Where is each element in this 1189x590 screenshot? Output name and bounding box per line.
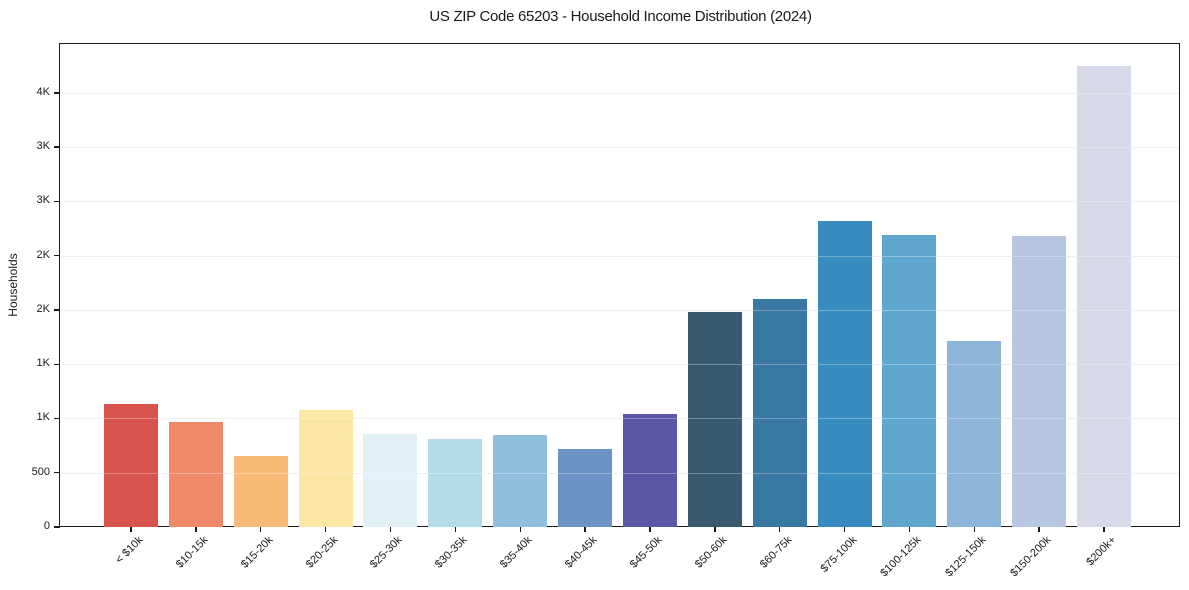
chart-title: US ZIP Code 65203 - Household Income Dis… [429,8,812,25]
gridline [61,255,1179,257]
bar-200k [1077,66,1132,527]
bar-20-25k [298,410,353,527]
gridline-overlay [61,364,1179,366]
gridline [61,309,1179,311]
x-axis-tick [195,527,197,532]
x-axis-tick [843,527,846,532]
bar-40-45k [558,449,613,527]
gridline-overlay [61,309,1179,311]
x-axis-tick [324,527,327,532]
bar-15-20k [233,456,288,527]
gridline-overlay [61,201,1179,203]
y-axis-tick [54,200,60,203]
bar-35-40k [493,435,548,527]
gridline [61,92,1179,94]
y-tick-label: 2K [36,248,50,261]
bar-100-125k [882,235,937,527]
bar-25-30k [363,434,418,527]
gridline-overlay [61,147,1179,149]
bar-125-150k [947,340,1002,527]
y-tick-label: 3K [36,140,50,153]
gridline-overlay [61,92,1179,94]
y-axis-tick [54,92,60,94]
x-axis-tick [1103,527,1105,532]
bar-10-15k [168,422,223,527]
x-axis-tick [260,527,262,532]
gridline [61,472,1179,474]
y-tick-label: 2K [36,302,50,315]
x-axis-tick [130,527,132,532]
y-axis-tick [54,146,60,148]
y-axis-tick [54,254,60,257]
x-axis-tick [973,527,975,532]
gridline-overlay [61,255,1179,257]
gridline-overlay [61,472,1179,474]
x-axis-tick [1038,527,1040,532]
x-axis-tick [714,527,716,532]
gridline [61,147,1179,149]
y-tick-label: 1K [36,357,50,370]
x-axis-tick [584,527,586,532]
y-axis-tick [54,526,60,528]
bar-45-50k [622,414,677,527]
y-tick-label: 4K [36,85,50,98]
y-tick-label: 0 [43,520,50,532]
y-axis-tick [54,417,60,420]
gridline [61,418,1179,420]
y-axis-tick [54,309,60,311]
y-axis-tick [54,363,60,365]
y-tick-label: 500 [31,465,50,478]
bar-50-60k [687,312,742,527]
x-axis-tick [779,527,781,532]
x-axis-tick [454,527,457,532]
x-axis-tick [649,527,651,532]
y-tick-label: 1K [36,411,50,424]
x-tick-label: < $10k [113,534,146,567]
x-axis-tick [519,527,521,532]
gridline-overlay [61,418,1179,420]
bar-75-100k [817,220,872,527]
y-tick-label: 3K [36,194,50,207]
x-axis-tick [389,527,392,532]
x-axis-tick [908,527,911,532]
y-axis-tick [54,472,60,474]
bar-150-200k [1012,236,1067,527]
gridline [61,201,1179,203]
bar-60-75k [752,299,807,527]
gridline [61,364,1179,366]
bar-30-35k [428,439,483,527]
bar-10k [104,404,158,527]
